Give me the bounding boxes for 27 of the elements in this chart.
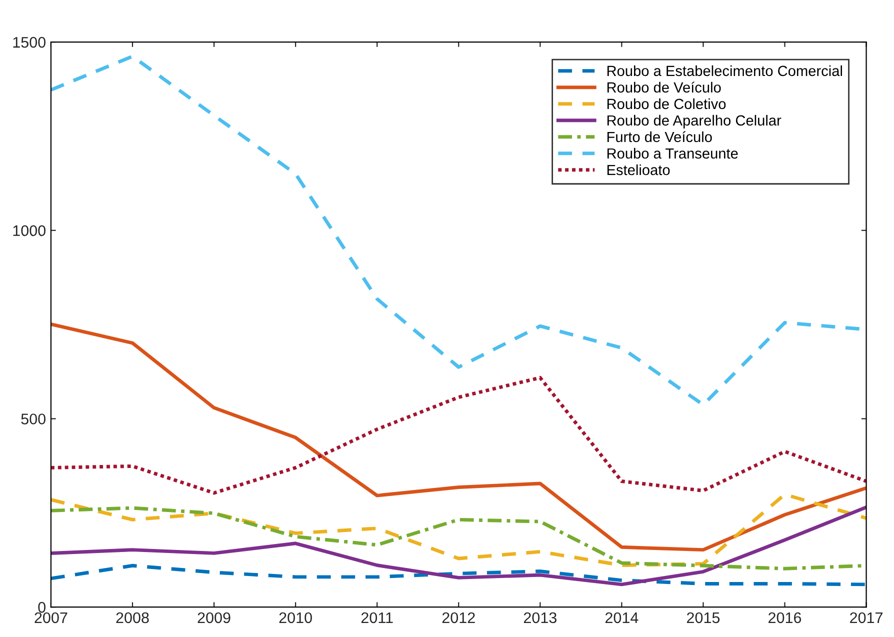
x-tick-label: 2015 [686,612,720,624]
x-tick-label: 2014 [605,612,638,624]
x-tick-label: 2007 [34,612,68,624]
line-series [50,564,866,586]
x-tick-label: 2009 [198,612,230,624]
line-series [50,376,866,495]
legend-label: Roubo a Transeunte [607,148,738,159]
x-tick-label: 2013 [524,612,556,624]
x-tick-label: 2010 [279,612,312,624]
legend-label: Furto de Veículo [607,131,712,142]
x-tick-label: 2008 [116,612,149,624]
y-tick-label: 1000 [13,225,46,236]
x-tick-label: 2016 [768,612,802,624]
legend-label: Roubo de Veículo [607,82,721,93]
y-tick-label: 500 [21,414,46,424]
x-tick-label: 2011 [361,612,393,624]
x-tick-label: 2017 [850,612,883,624]
legend-label: Roubo de Coletivo [607,98,726,110]
y-tick-label: 1500 [13,36,46,48]
line-series [50,506,866,586]
line-series [50,492,866,567]
x-tick-label: 2012 [442,612,475,624]
legend-label: Roubo a Estabelecimento Comercial [607,65,842,76]
line-series [50,322,866,552]
legend-label: Estelioato [607,164,670,176]
y-tick-label: 0 [38,602,46,613]
legend-label: Roubo de Aparelho Celular [607,114,782,129]
